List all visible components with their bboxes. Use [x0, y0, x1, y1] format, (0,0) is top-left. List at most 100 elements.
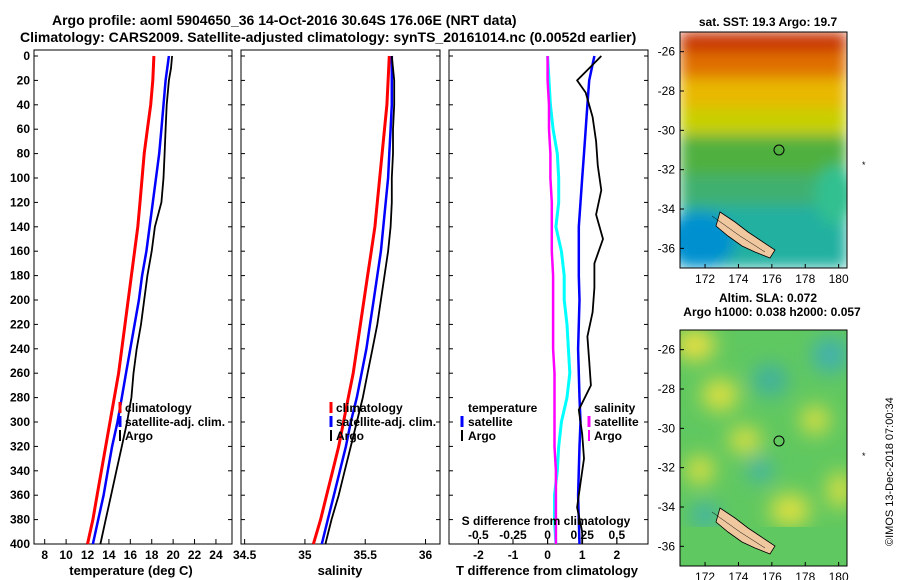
sla-map — [680, 330, 847, 566]
depth-tick-label: 280 — [10, 391, 30, 405]
salinity-x-tick-label: 34.5 — [233, 548, 257, 562]
temperature-legend: climatology satellite-adj. clim. Argo — [118, 401, 225, 443]
legend-temperature: temperature — [468, 401, 538, 415]
temperature-climatology-line — [86, 55, 156, 545]
sst-islet-mark: * — [862, 160, 866, 170]
temperature-x-tick-label: 16 — [124, 548, 138, 562]
legend-t-argo: Argo — [468, 429, 496, 443]
sla-map-lon-label: 180 — [829, 570, 849, 580]
sst-map-lon-label: 176 — [762, 272, 782, 286]
temperature-x-tick-label: 12 — [81, 548, 95, 562]
salinity-x-tick-label: 36 — [419, 548, 433, 562]
sst-map-lon-label: 178 — [795, 272, 815, 286]
depth-tick-label: 100 — [10, 171, 30, 185]
t-diff-xlabel: T difference from climatology — [456, 563, 639, 578]
difference-panel — [448, 49, 649, 545]
sst-map-lon-label: 180 — [829, 272, 849, 286]
depth-tick-label: 360 — [10, 488, 30, 502]
sla-map-lat-label: -34 — [658, 500, 676, 514]
imos-credit: ©IMOS 13-Dec-2018 07:00:34 — [884, 397, 896, 546]
sla-map-title-2: Argo h1000: 0.038 h2000: 0.057 — [683, 305, 861, 319]
diff-s-diff-line — [546, 55, 572, 545]
sla-map-lat-label: -30 — [658, 421, 676, 435]
salinity-xlabel: salinity — [318, 563, 364, 578]
legend-s-argo: Argo — [594, 429, 622, 443]
temperature-x-tick-label: 20 — [166, 548, 180, 562]
temperature-x-tick-label: 8 — [41, 548, 48, 562]
legend-argo: Argo — [336, 429, 364, 443]
temperature-xlabel: temperature (deg C) — [69, 563, 193, 578]
salinity-satellite-adj-clim--line — [320, 56, 394, 545]
sst-map-lat-label: -36 — [658, 241, 676, 255]
depth-tick-label: 180 — [10, 269, 30, 283]
temperature-panel — [33, 49, 233, 545]
temperature-x-tick-label: 14 — [102, 548, 116, 562]
sst-map-lon-label: 174 — [728, 272, 748, 286]
depth-tick-label: 160 — [10, 244, 30, 258]
diff-t-argo-line — [576, 55, 604, 544]
temperature-x-tick-label: 10 — [59, 548, 73, 562]
depth-tick-label: 140 — [10, 220, 30, 234]
sla-map-lat-label: -28 — [658, 382, 676, 396]
sst-map-lat-label: -28 — [658, 84, 676, 98]
diff-s-satellite-line — [546, 56, 558, 544]
sla-map-lon-label: 174 — [728, 570, 748, 580]
temperature-x-tick-label: 24 — [209, 548, 223, 562]
sst-map-frame — [679, 31, 848, 269]
legend-satellite-adj: satellite-adj. clim. — [336, 415, 436, 429]
header-line-1: Argo profile: aoml 5904650_36 14-Oct-201… — [52, 12, 517, 28]
depth-tick-label: 400 — [10, 537, 30, 551]
legend-climatology: climatology — [125, 401, 192, 415]
t-diff-x-tick-label: 2 — [614, 548, 621, 562]
salinity-x-tick-label: 35 — [298, 548, 312, 562]
difference-legend-s: salinity satellite Argo — [587, 401, 639, 443]
sla-map-lat-label: -36 — [658, 539, 676, 553]
sst-map — [680, 32, 847, 268]
depth-tick-label: 80 — [17, 147, 31, 161]
sla-map-lon-label: 176 — [762, 570, 782, 580]
temperature-satellite-adj-clim--line — [91, 55, 171, 545]
depth-axis: 0 20 40 60 80 100 120 140 160 180 200 220 240 260 280 3… — [10, 49, 648, 551]
t-diff-x-tick-label: 1 — [579, 548, 586, 562]
legend-s-satellite: satellite — [594, 415, 639, 429]
sla-map-lon-label: 178 — [795, 570, 815, 580]
sst-map-lat-label: -32 — [658, 163, 676, 177]
depth-tick-label: 340 — [10, 464, 30, 478]
legend-satellite-adj: satellite-adj. clim. — [125, 415, 225, 429]
depth-tick-label: 60 — [17, 122, 31, 136]
depth-tick-label: 240 — [10, 342, 30, 356]
s-diff-label: S difference from climatology — [462, 514, 631, 528]
sst-map-lat-label: -34 — [658, 202, 676, 216]
sla-map-lat-label: -32 — [658, 461, 676, 475]
salinity-legend: climatology satellite-adj. clim. Argo — [329, 401, 436, 443]
sst-map-title: sat. SST: 19.3 Argo: 19.7 — [699, 15, 838, 29]
legend-t-satellite: satellite — [468, 415, 513, 429]
sst-map-lon-label: 172 — [695, 272, 715, 286]
s-diff-x-tick-label: -0.25 — [499, 528, 527, 542]
depth-tick-label: 300 — [10, 415, 30, 429]
sla-map-title-1: Altim. SLA: 0.072 — [719, 291, 817, 305]
salinity-panel — [240, 49, 441, 545]
t-diff-x-tick-label: -2 — [473, 548, 484, 562]
salinity-x-tick-label: 35.5 — [354, 548, 378, 562]
legend-salinity: salinity — [594, 401, 636, 415]
s-diff-x-tick-label: 0 — [544, 528, 551, 542]
map-axes: -26 -28 -30 -32 -34 -36 172 174 176 178 180 -26 -28 -… — [658, 45, 849, 580]
sst-map-lat-label: -30 — [658, 123, 676, 137]
t-diff-x-tick-label: 0 — [544, 548, 551, 562]
legend-argo: Argo — [125, 429, 153, 443]
depth-tick-label: 320 — [10, 439, 30, 453]
sst-map-lat-label: -26 — [658, 45, 676, 59]
t-diff-x-tick-label: -1 — [508, 548, 519, 562]
sla-map-lat-label: -26 — [658, 343, 676, 357]
salinity-climatology-line — [311, 55, 391, 545]
depth-tick-label: 260 — [10, 366, 30, 380]
sla-islet-mark: * — [862, 451, 866, 461]
depth-tick-label: 200 — [10, 293, 30, 307]
sla-map-lon-label: 172 — [695, 570, 715, 580]
sst-profile-marker — [773, 144, 785, 156]
depth-tick-label: 380 — [10, 513, 30, 527]
temperature-x-tick-label: 18 — [145, 548, 159, 562]
salinity-argo-line — [324, 55, 396, 545]
